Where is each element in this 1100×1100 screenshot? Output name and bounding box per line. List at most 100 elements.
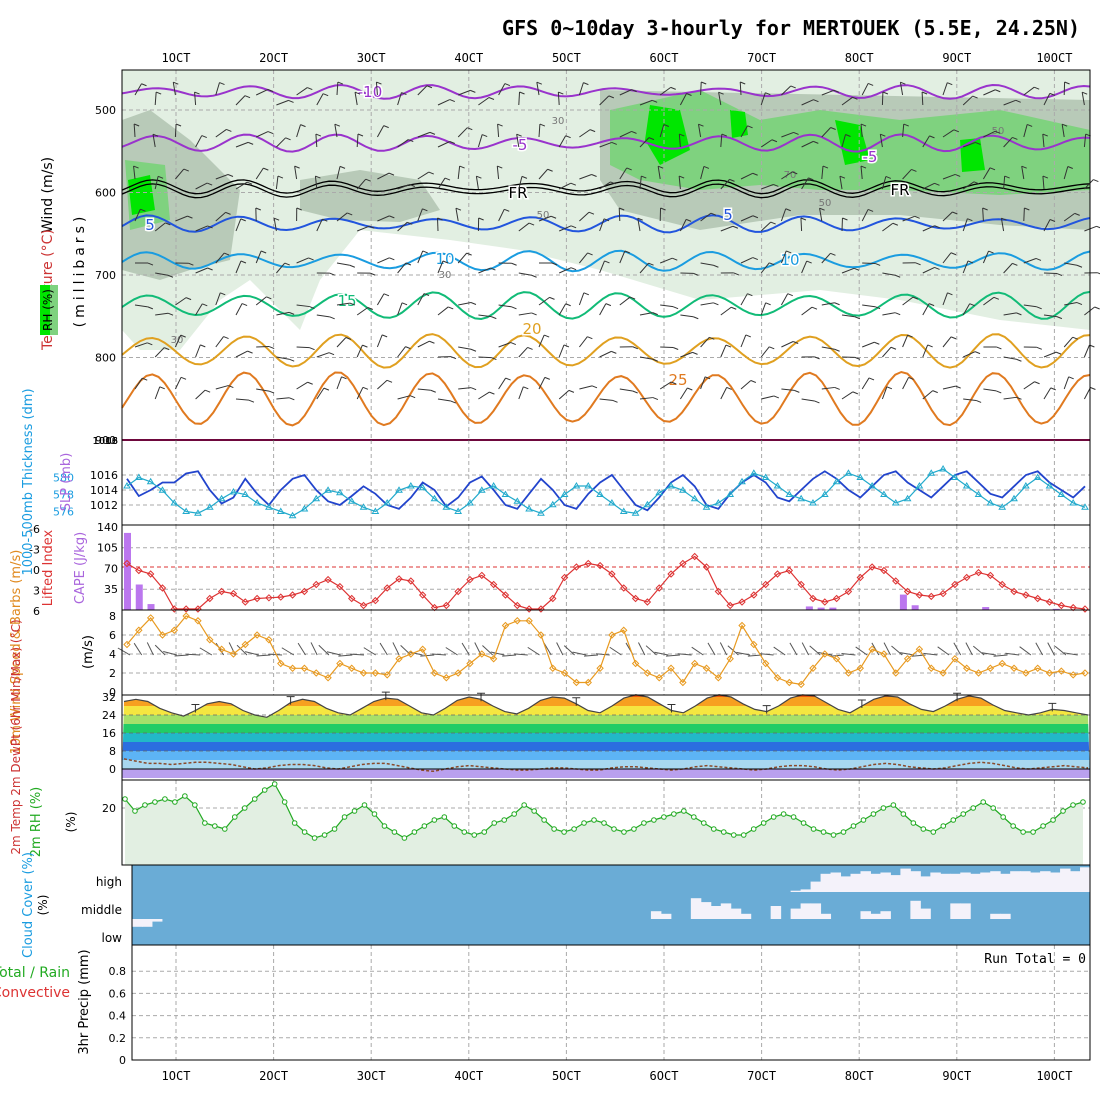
cloud-high-bar [940,873,951,892]
wind-barb [902,169,912,180]
wind-barb [154,347,165,358]
slp-axis-label: SLP (mb) [59,453,74,512]
wind-barb [215,129,227,138]
wind-barb [922,266,935,274]
lifted-index-point [832,594,841,603]
wind-barb-flag [329,272,335,276]
wind10m-barb [154,644,166,656]
wind10m-barb [677,653,692,656]
wind-barb [679,219,687,232]
wind-barb [599,95,610,106]
wind10m-point [1010,664,1018,672]
thickness-point [347,497,356,504]
wind-barb-flag [860,165,867,169]
wind10m-point [549,664,557,672]
wind-barb-flag [505,377,511,381]
temperature-line [123,694,1089,718]
lifted-index-point [927,592,935,601]
wind-barb [376,125,385,138]
thickness-point [548,500,557,508]
wind-barb-flag [405,262,412,266]
cloud-cover-panel: high middle low (%) Cloud Cover (%) [21,852,1091,958]
day-label: 9OCT [942,51,971,65]
wind-barb [175,297,187,306]
wind-barb-flag [201,135,207,139]
wind-barb-flag [619,207,625,211]
wind-barb [235,95,246,106]
wind-barb [700,376,706,390]
li-tick: -3 [29,544,40,557]
wind-barb-flag [808,177,814,181]
wind10m-barb [318,644,330,656]
pressure-axis: 500 600 700 800 900 [95,104,116,447]
wind-barb-flag [147,306,154,310]
wind10m-point [1069,671,1077,679]
wind10m-point [702,664,711,672]
rh2m-point [641,820,647,826]
thickness-point [288,511,297,519]
day-label: 7OCT [747,51,776,65]
wind-barb [215,82,220,96]
wind10m-point [1081,669,1089,677]
wind-barb-flag [1035,258,1042,261]
rh2m-point [241,805,248,811]
wind-barb [155,272,169,276]
wind-barb [336,81,339,96]
cloud-high-bar [840,876,851,892]
wind10m-barb [117,647,131,656]
cloud-high-bar [1060,868,1071,892]
wind-barb [518,312,532,316]
wind-barb [375,81,378,96]
wind-barb-flag [1061,123,1068,127]
rh2m-point [351,808,358,814]
wind-barb-flag [1016,312,1022,316]
thickness-point [702,503,711,510]
rh2m-point [371,811,378,817]
wind-barb-flag [672,257,678,261]
cloud-high-bar [880,872,891,892]
lifted-index-point [418,591,427,599]
wind-barb-flag [914,215,920,219]
wind10m-barb [236,644,248,656]
wind-barb-flag [423,293,430,297]
wind-barb-flag [587,336,593,340]
wind-barb-flag [912,296,919,300]
cloud-high-bar [810,881,822,892]
rh2m-point [321,832,328,838]
wind-barb [276,311,290,316]
wind10m-barb [937,646,950,656]
thickness-point [300,504,309,512]
wind10m-point [229,650,238,658]
wind-barb [821,89,835,96]
wind-barb [618,207,621,222]
wind-barb [680,351,693,358]
wind-barb-flag [147,342,153,346]
wind-barb [679,93,687,106]
wind-barb [538,215,552,222]
wind-barb [516,134,520,148]
wind-barb [740,380,752,390]
wind-barb-flag [267,131,274,135]
wind-barb [942,292,948,306]
wind-barb [397,139,409,148]
cloud-high-bar [870,873,881,892]
cape-bar [817,607,825,610]
wind-barb [942,385,956,390]
slp-tick: 1016 [90,469,118,482]
wind10m-barb [199,647,213,656]
wind10m-barb [923,652,938,656]
wind10m-barb [595,653,610,656]
wind10m-barb [543,642,552,656]
temp2m-tick: 32 [102,691,116,704]
rh-axis-label: RH (%) [41,289,55,331]
wind-barb [417,388,431,391]
wind-barb [760,262,770,274]
cloud-middle-bar [690,898,702,919]
wind-barb-flag [678,175,685,179]
wind-barb-flag [345,337,352,340]
wind-barb [275,176,279,190]
wind10m-barb [186,653,201,656]
rh2m-point [421,823,428,829]
wind10m-barb [502,654,517,657]
wind-barb-flag [631,130,637,134]
